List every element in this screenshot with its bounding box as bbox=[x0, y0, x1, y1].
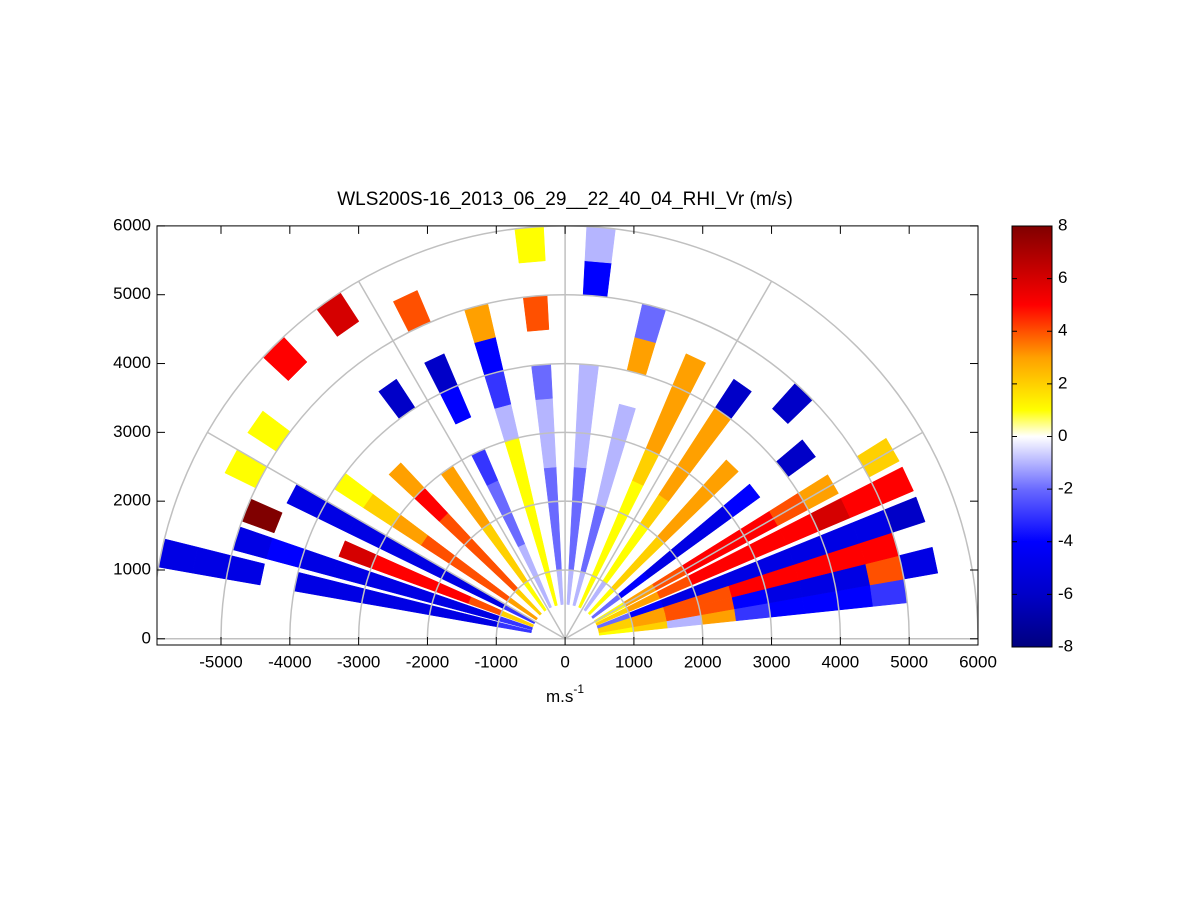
x-axis-label: m.s-1 bbox=[546, 682, 584, 706]
colorbar-tick-label: -2 bbox=[1058, 479, 1073, 498]
x-tick-label: 4000 bbox=[821, 652, 859, 671]
y-tick-label: 4000 bbox=[113, 353, 151, 372]
angle-spoke bbox=[564, 431, 924, 640]
x-tick-label: 0 bbox=[560, 652, 569, 671]
y-tick-label: 1000 bbox=[113, 559, 151, 578]
x-tick-label: -5000 bbox=[199, 652, 242, 671]
x-tick-label: -2000 bbox=[406, 652, 449, 671]
x-tick-label: -3000 bbox=[337, 652, 380, 671]
y-tick-label: 5000 bbox=[113, 284, 151, 303]
x-tick-label: 2000 bbox=[684, 652, 722, 671]
colorbar bbox=[1011, 225, 1053, 648]
velocity-cell bbox=[582, 260, 612, 298]
x-tick-label: -4000 bbox=[268, 652, 311, 671]
y-tick-label: 0 bbox=[142, 628, 151, 647]
y-tick-label: 2000 bbox=[113, 491, 151, 510]
axes-box bbox=[156, 225, 979, 646]
x-tick-label: 3000 bbox=[753, 652, 791, 671]
x-axis-label-superscript: -1 bbox=[573, 682, 584, 696]
velocity-cell bbox=[584, 226, 616, 264]
x-axis-label-base: m.s bbox=[546, 687, 573, 706]
x-tick-label: -1000 bbox=[475, 652, 518, 671]
angle-spoke bbox=[357, 280, 566, 640]
x-tick-label: 6000 bbox=[959, 652, 997, 671]
colorbar-tick-label: 2 bbox=[1058, 373, 1067, 392]
velocity-cell bbox=[514, 226, 546, 264]
plot-area bbox=[157, 225, 978, 640]
velocity-cell bbox=[522, 294, 550, 332]
angle-spoke bbox=[564, 280, 773, 640]
chart-title: WLS200S-16_2013_06_29__22_40_04_RHI_Vr (… bbox=[337, 189, 793, 210]
x-tick-label: 1000 bbox=[615, 652, 653, 671]
colorbar-tick-label: 0 bbox=[1058, 426, 1067, 445]
x-tick-label: 5000 bbox=[890, 652, 928, 671]
angle-spoke bbox=[207, 431, 566, 640]
y-tick-label: 3000 bbox=[113, 422, 151, 441]
colorbar-tick-label: -6 bbox=[1058, 584, 1073, 603]
colorbar-tick-label: 6 bbox=[1058, 268, 1067, 287]
colorbar-tick-label: 4 bbox=[1058, 321, 1067, 340]
y-tick-label: 6000 bbox=[113, 215, 151, 234]
colorbar-tick-label: 8 bbox=[1058, 215, 1067, 234]
colorbar-tick-label: -8 bbox=[1058, 636, 1073, 655]
colorbar-tick-label: -4 bbox=[1058, 531, 1073, 550]
